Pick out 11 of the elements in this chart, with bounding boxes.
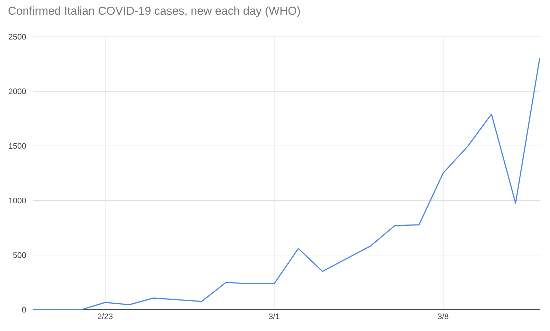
y-tick-label: 2500 [9, 34, 26, 40]
x-tick-label: 3/1 [269, 314, 280, 320]
y-tick-label: 1500 [9, 143, 26, 150]
y-tick-label: 2000 [9, 88, 26, 94]
x-tick-label: 2/23 [98, 314, 113, 320]
y-tick-label: 0 [22, 307, 26, 313]
y-tick-label: 1000 [9, 198, 26, 204]
y-tick-label: 500 [13, 252, 26, 258]
line-series [32, 58, 541, 311]
x-tick-label: 3/8 [438, 314, 449, 320]
chart-title: Confirmed Italian COVID-19 cases, new each day (WHO) [8, 6, 300, 18]
